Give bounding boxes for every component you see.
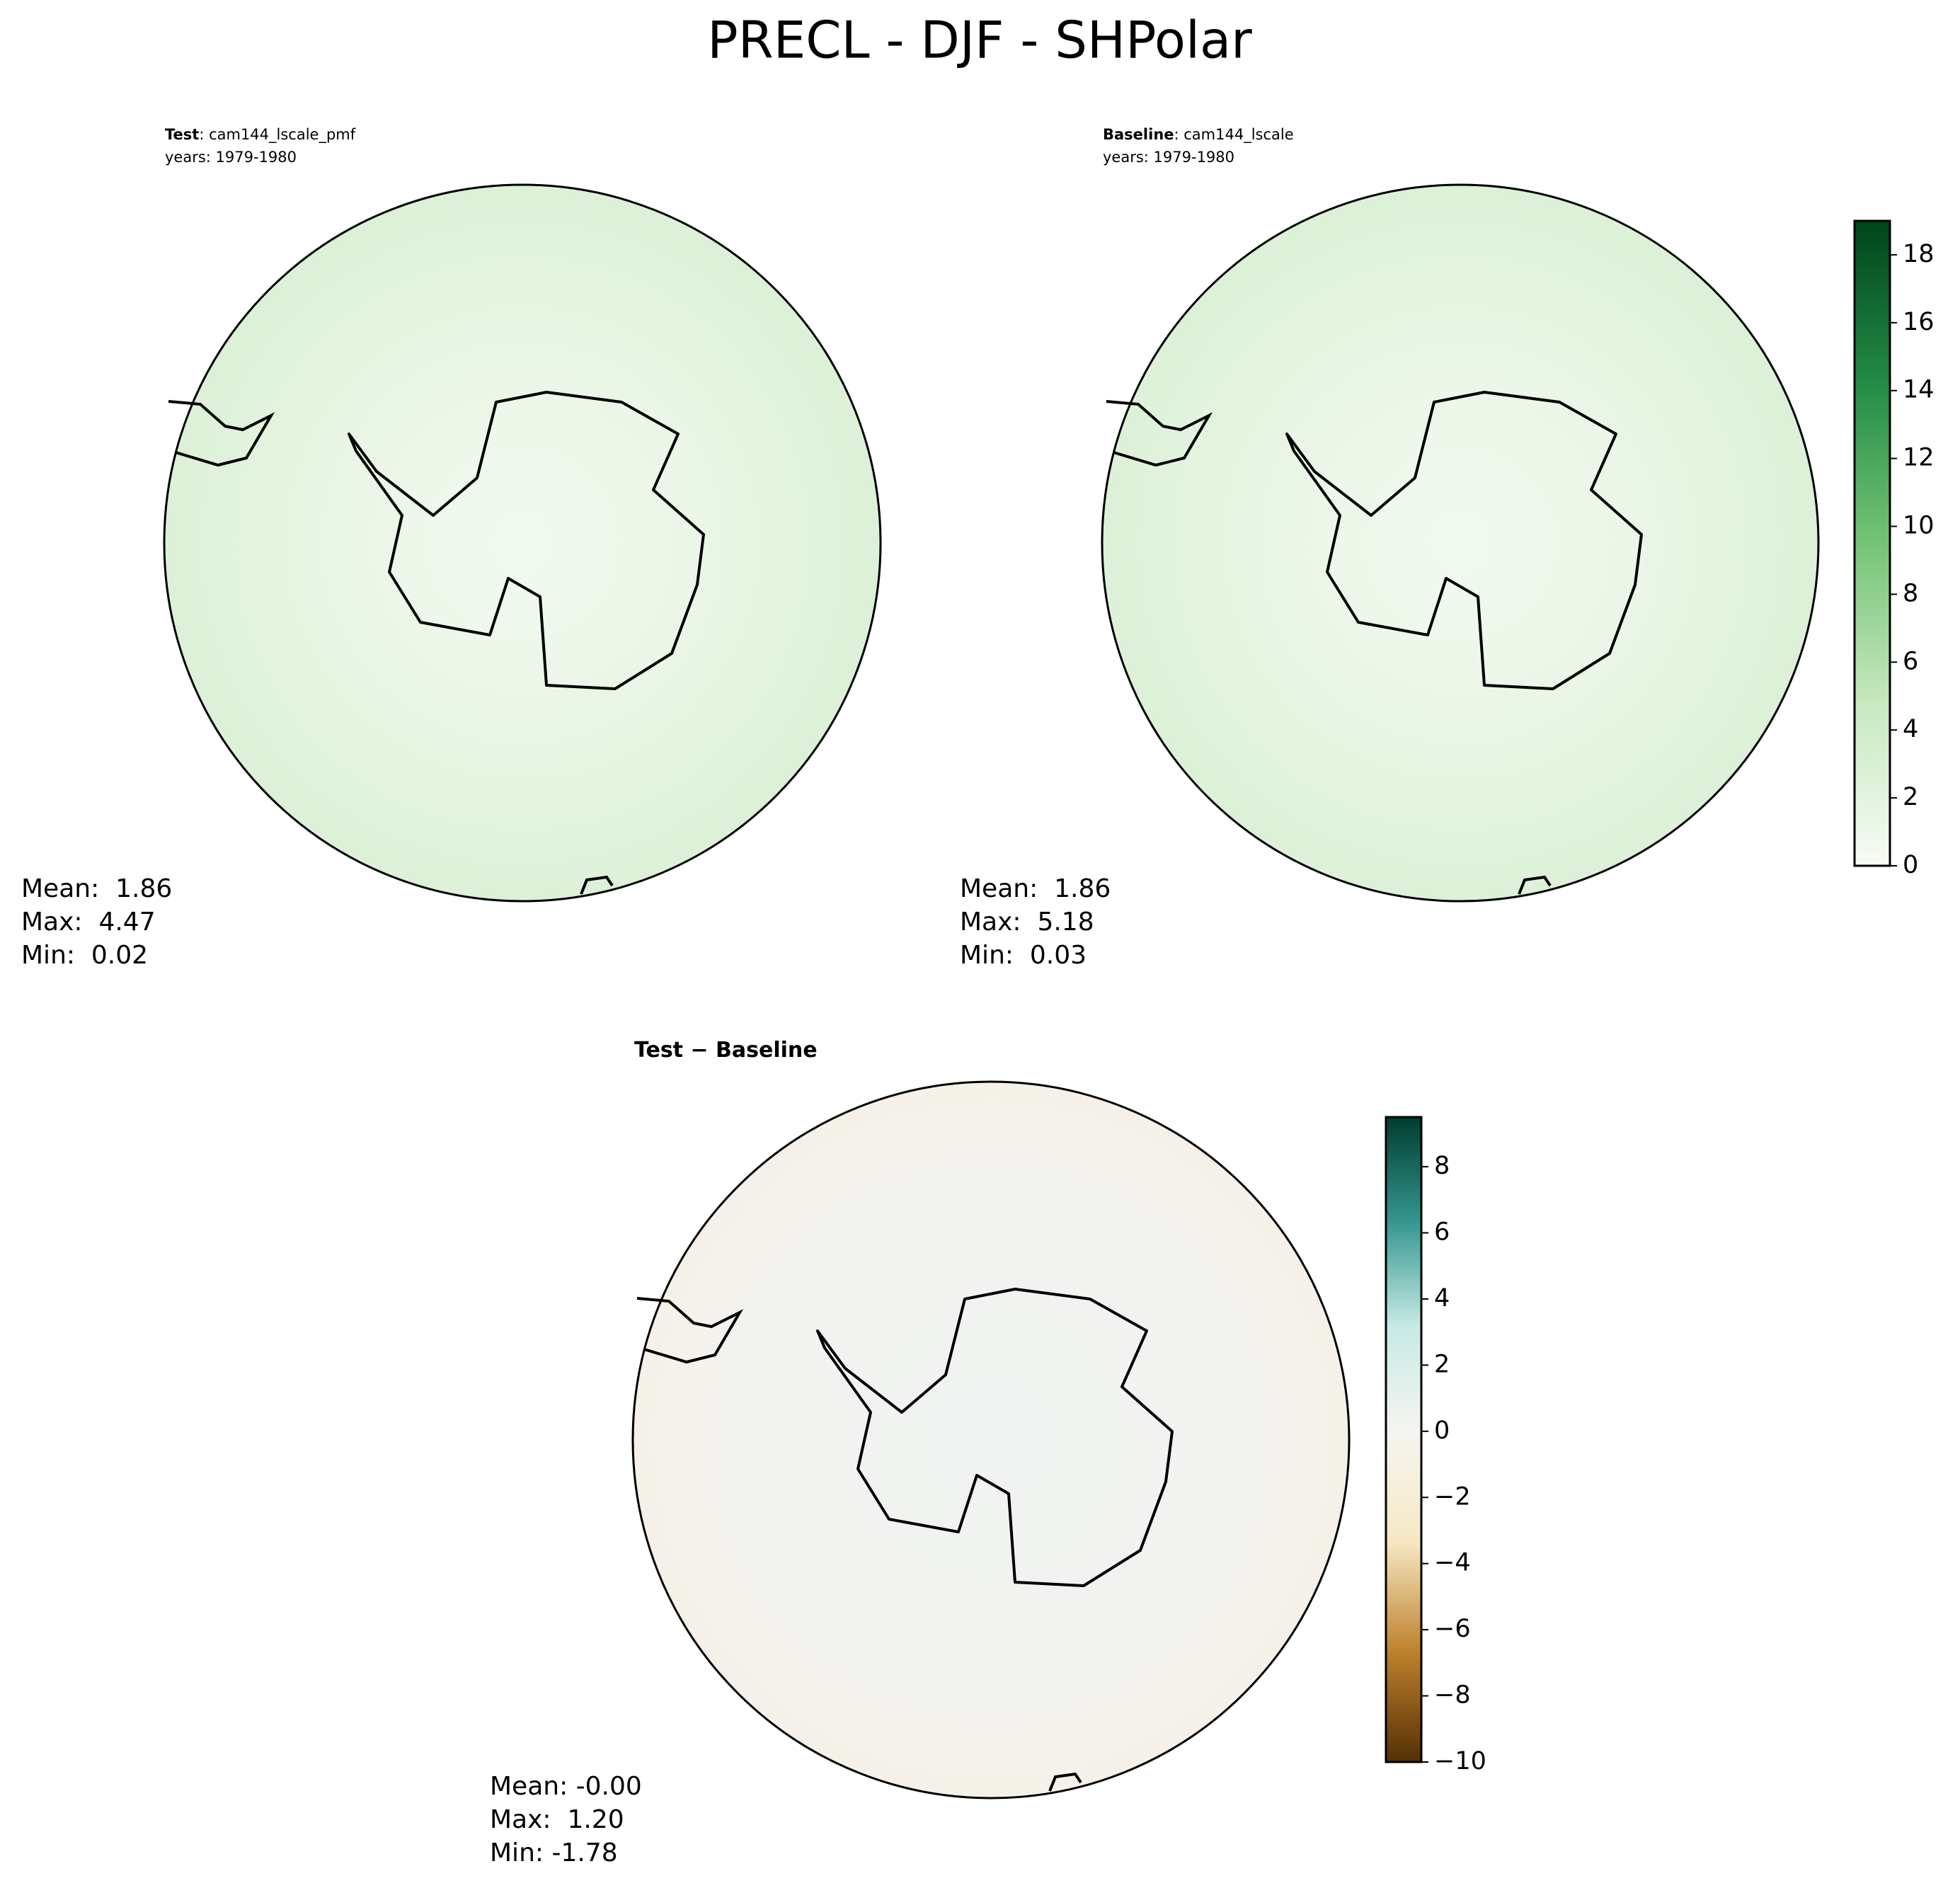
south-america-coast: [168, 400, 275, 467]
colorbar-tick-label: 2: [1903, 783, 1918, 811]
stat-line: Max: 1.20: [490, 1805, 624, 1834]
map-border: [1101, 183, 1820, 903]
colorbar-tick-label: −6: [1434, 1615, 1471, 1643]
map-disc: [1102, 185, 1818, 901]
map-disc: [164, 185, 881, 901]
map-border: [631, 1080, 1351, 1800]
colorbar-tick-label: 0: [1903, 851, 1918, 879]
colorbar-tick-label: 2: [1434, 1350, 1450, 1378]
colorbar-tick-label: 10: [1903, 512, 1935, 540]
colorbar-tick-label: 18: [1903, 240, 1935, 268]
colorbar-tick-label: −10: [1434, 1747, 1486, 1775]
colorbar-tick-label: 0: [1434, 1417, 1450, 1445]
panel-label: Test: [165, 126, 199, 143]
colorbar-tick-label: −4: [1434, 1549, 1471, 1577]
map-disc: [633, 1082, 1349, 1798]
stat-line: Max: 5.18: [960, 908, 1094, 937]
colorbar-tick-label: −8: [1434, 1681, 1471, 1710]
stat-line: Min: 0.02: [21, 941, 148, 970]
colorbar-tick-label: 12: [1903, 444, 1935, 472]
panel-header: Test: cam144_lscale_pmf: [165, 126, 356, 144]
south-america-coast: [636, 1297, 744, 1364]
colorbar-tick-label: 8: [1434, 1152, 1450, 1180]
colorbar: [1853, 219, 1891, 867]
panel-years: years: 1979-1980: [165, 149, 297, 166]
figure-title: PRECL - DJF - SHPolar: [707, 11, 1252, 70]
panel-case-name: : cam144_lscale_pmf: [199, 126, 355, 144]
panel-label: Baseline: [1103, 126, 1174, 143]
colorbar-tick-label: 6: [1903, 647, 1918, 675]
stat-line: Max: 4.47: [21, 908, 156, 937]
colorbar-tick-label: 6: [1434, 1218, 1450, 1247]
stat-line: Mean: 1.86: [960, 874, 1111, 903]
island: [580, 875, 614, 895]
panel-header: Baseline: cam144_lscale: [1103, 126, 1294, 144]
map-border: [163, 183, 882, 903]
colorbar-tick-label: 14: [1903, 376, 1935, 404]
south-america-coast: [1106, 400, 1213, 467]
colorbar: [1385, 1116, 1423, 1763]
panel-case-name: : cam144_lscale: [1174, 126, 1294, 144]
stat-line: Mean: 1.86: [21, 874, 172, 903]
panel-title: Test − Baseline: [634, 1038, 818, 1063]
island: [1518, 875, 1552, 895]
colorbar-tick-label: 8: [1903, 579, 1918, 607]
stat-line: Min: 0.03: [960, 941, 1087, 970]
colorbar-tick-label: 4: [1903, 715, 1918, 743]
colorbar-tick-label: 4: [1434, 1284, 1450, 1312]
colorbar-tick-label: −2: [1434, 1482, 1471, 1511]
colorbar-tick-label: 16: [1903, 308, 1935, 336]
island: [1048, 1772, 1082, 1792]
stat-line: Mean: -0.00: [490, 1772, 642, 1801]
stat-line: Min: -1.78: [490, 1838, 618, 1867]
panel-years: years: 1979-1980: [1103, 149, 1234, 166]
